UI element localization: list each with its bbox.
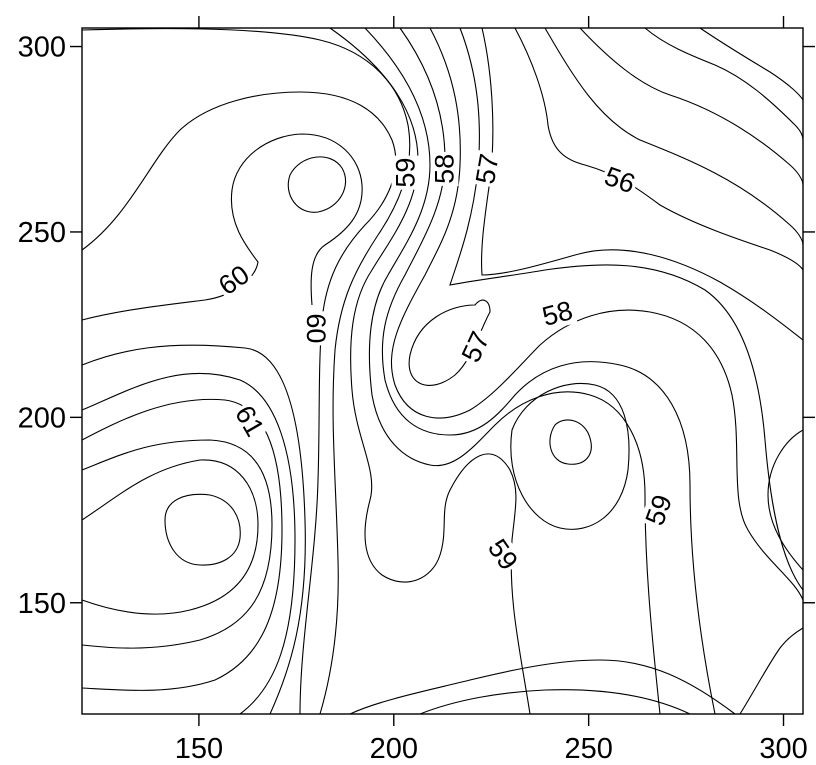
contour-label-background xyxy=(470,149,505,189)
contour-line xyxy=(81,344,306,715)
y-tick-label: 250 xyxy=(18,217,66,249)
contour-line xyxy=(81,439,273,649)
y-tick-label: 200 xyxy=(18,402,66,434)
contour-line xyxy=(329,27,531,715)
contour-label-group: 57 xyxy=(470,149,505,189)
contour-label-group: 56 xyxy=(599,161,641,200)
contour-line xyxy=(739,627,804,715)
contour-label-background xyxy=(391,155,420,190)
contour-line xyxy=(364,27,661,715)
contour-line xyxy=(699,27,804,101)
contour-label-background xyxy=(228,399,271,443)
contour-line xyxy=(164,493,241,566)
contour-line xyxy=(579,27,804,186)
contour-label-background xyxy=(537,295,578,332)
contour-line xyxy=(644,27,804,141)
contour-line xyxy=(510,382,630,530)
plot-frame xyxy=(81,27,804,715)
contour-level-label: 59 xyxy=(482,534,524,576)
contour-label-background xyxy=(481,532,525,577)
contour-label-group: 59 xyxy=(390,155,420,190)
contour-label-group: 57 xyxy=(455,325,496,369)
contour-lines xyxy=(81,27,804,715)
contour-line xyxy=(767,429,804,571)
contour-line xyxy=(481,27,804,341)
contour-line xyxy=(81,133,363,321)
contour-level-label: 57 xyxy=(470,152,505,187)
contour-label-group: 61 xyxy=(228,399,271,443)
contour-label-background xyxy=(301,311,330,346)
contour-label-background xyxy=(455,325,496,369)
contour-level-label: 59 xyxy=(390,158,420,188)
contour-line xyxy=(381,27,716,715)
contour-line xyxy=(81,28,411,715)
contour-line xyxy=(81,372,296,715)
contour-line xyxy=(549,419,592,465)
contour-line xyxy=(449,27,804,591)
contour-label-group: 60 xyxy=(212,258,256,302)
contour-label-group: 58 xyxy=(429,151,459,186)
contour-line xyxy=(81,398,283,691)
contour-line xyxy=(287,156,347,213)
axis-ticks xyxy=(70,16,815,726)
contour-line xyxy=(544,27,804,246)
y-tick-label: 300 xyxy=(18,32,66,64)
x-tick-label: 250 xyxy=(564,733,612,765)
contour-label-background xyxy=(639,489,678,531)
contour-line xyxy=(390,27,804,601)
contour-label-background xyxy=(599,161,641,200)
contour-level-label: 56 xyxy=(601,161,639,199)
x-tick-label: 200 xyxy=(370,733,418,765)
y-tick-label: 150 xyxy=(18,588,66,620)
contour-level-label: 61 xyxy=(229,401,270,442)
contour-line xyxy=(408,299,491,386)
contour-line xyxy=(419,689,691,715)
contour-label-group: 60 xyxy=(301,311,331,346)
contour-level-label: 57 xyxy=(456,327,496,367)
contour-level-label: 58 xyxy=(429,154,459,184)
contour-line xyxy=(81,91,397,715)
contour-label-group: 59 xyxy=(481,532,525,577)
x-tick-label: 300 xyxy=(759,733,807,765)
y-axis-tick-labels: 150 200 250 300 xyxy=(18,32,66,620)
x-axis-tick-labels: 150 200 250 300 xyxy=(175,733,808,765)
contour-line xyxy=(349,659,736,715)
contour-line xyxy=(81,459,259,615)
x-tick-label: 150 xyxy=(175,733,223,765)
contour-line xyxy=(514,27,804,271)
contour-level-label: 60 xyxy=(213,259,255,301)
contour-label-group: 58 xyxy=(537,295,578,332)
contour-label-background xyxy=(212,258,256,302)
contour-level-label: 60 xyxy=(301,313,331,343)
contour-label-background xyxy=(430,151,459,186)
